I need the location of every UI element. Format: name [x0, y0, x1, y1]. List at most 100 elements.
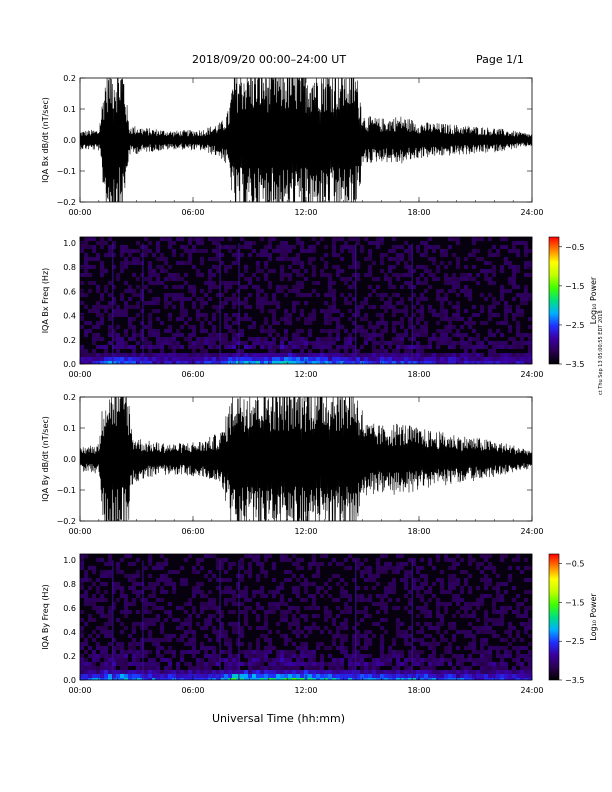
spectrogram-cell [420, 650, 424, 654]
spectrogram-cell [100, 241, 104, 245]
spectrogram-cell [420, 626, 424, 630]
spectrogram-cell [368, 570, 372, 574]
spectrogram-cell [396, 654, 400, 658]
spectrogram-cell [168, 666, 172, 670]
spectrogram-cell [388, 297, 392, 301]
spectrogram-cell [268, 329, 272, 333]
spectrogram-cell [128, 249, 132, 253]
spectrogram-cell [408, 297, 412, 301]
spectrogram-cell [456, 313, 460, 317]
spectrogram-cell [524, 353, 528, 357]
spectrogram-cell [100, 353, 104, 357]
spectrogram-cell [320, 630, 324, 634]
spectrogram-cell [380, 333, 384, 337]
spectrogram-cell [144, 598, 148, 602]
spectrogram-cell [408, 642, 412, 646]
spectrogram-cell [304, 321, 308, 325]
spectrogram-cell [404, 666, 408, 670]
spectrogram-cell [336, 337, 340, 341]
spectrogram-cell [228, 562, 232, 566]
spectrogram-cell [300, 293, 304, 297]
spectrogram-cell [212, 281, 216, 285]
spectrogram-cell [428, 586, 432, 590]
spectrogram-cell [528, 353, 532, 357]
spectrogram-cell [524, 646, 528, 650]
spectrogram-cell [256, 574, 260, 578]
spectrogram-cell [456, 670, 460, 674]
spectrogram-cell [232, 301, 236, 305]
spectrogram-cell [224, 642, 228, 646]
spectrogram-cell [152, 361, 156, 364]
spectrogram-cell [424, 253, 428, 257]
spectrogram-cell [312, 313, 316, 317]
spectrogram-cell [504, 341, 508, 345]
spectrogram-cell [328, 666, 332, 670]
spectrogram-cell [288, 273, 292, 277]
spectrogram-cell [108, 614, 112, 618]
spectrogram-cell [424, 634, 428, 638]
spectrogram-cell [280, 277, 284, 281]
spectrogram-cell [492, 297, 496, 301]
spectrogram-cell [432, 261, 436, 265]
spectrogram-cell [316, 626, 320, 630]
spectrogram-cell [200, 606, 204, 610]
spectrogram-cell [444, 353, 448, 357]
spectrogram-cell [528, 273, 532, 277]
spectrogram-cell [184, 337, 188, 341]
spectrogram-cell [460, 345, 464, 349]
spectrogram-cell [344, 341, 348, 345]
spectrogram-cell [312, 353, 316, 357]
spectrogram-cell [392, 285, 396, 289]
spectrogram-cell [272, 349, 276, 353]
spectrogram-cell [336, 670, 340, 674]
spectrogram-cell [496, 654, 500, 658]
spectrogram-cell [160, 257, 164, 261]
spectrogram-cell [80, 554, 84, 558]
spectrogram-cell [488, 650, 492, 654]
spectrogram-cell [408, 626, 412, 630]
spectrogram-cell [292, 289, 296, 293]
spectrogram-cell [356, 622, 360, 626]
spectrogram-cell [92, 333, 96, 337]
spectrogram-cell [268, 606, 272, 610]
spectrogram-cell [512, 361, 516, 364]
spectrogram-cell [296, 654, 300, 658]
spectrogram-cell [344, 590, 348, 594]
spectrogram-cell [424, 670, 428, 674]
spectrogram-cell [112, 582, 116, 586]
spectrogram-cell [156, 678, 160, 680]
spectrogram-cell [488, 662, 492, 666]
spectrogram-cell [292, 586, 296, 590]
spectrogram-cell [476, 598, 480, 602]
spectrogram-cell [376, 313, 380, 317]
spectrogram-cell [240, 245, 244, 249]
spectrogram-cell [516, 325, 520, 329]
generation-stamp: ct Thu Sep 13 05:00:55 EDT 2018 [598, 310, 604, 395]
spectrogram-cell [444, 602, 448, 606]
spectrogram-cell [148, 329, 152, 333]
y-tick-label: 1.0 [63, 239, 76, 248]
spectrogram-cell [284, 658, 288, 662]
spectrogram-cell [304, 634, 308, 638]
spectrogram-cell [204, 626, 208, 630]
spectrogram-cell [460, 678, 464, 680]
spectrogram-cell [96, 309, 100, 313]
spectrogram-cell [148, 630, 152, 634]
spectrogram-cell [188, 638, 192, 642]
spectrogram-cell [404, 357, 408, 361]
spectrogram-cell [200, 241, 204, 245]
spectrogram-cell [224, 289, 228, 293]
spectrogram-cell [332, 301, 336, 305]
spectrogram-cell [244, 614, 248, 618]
spectrogram-cell [212, 313, 216, 317]
spectrogram-cell [492, 570, 496, 574]
spectrogram-cell [356, 361, 360, 364]
spectrogram-cell [140, 297, 144, 301]
spectrogram-cell [228, 678, 232, 680]
spectrogram-cell [148, 594, 152, 598]
spectrogram-cell [400, 285, 404, 289]
spectrogram-cell [420, 309, 424, 313]
spectrogram-cell [272, 678, 276, 680]
spectrogram-cell [180, 277, 184, 281]
spectrogram-cell [152, 297, 156, 301]
